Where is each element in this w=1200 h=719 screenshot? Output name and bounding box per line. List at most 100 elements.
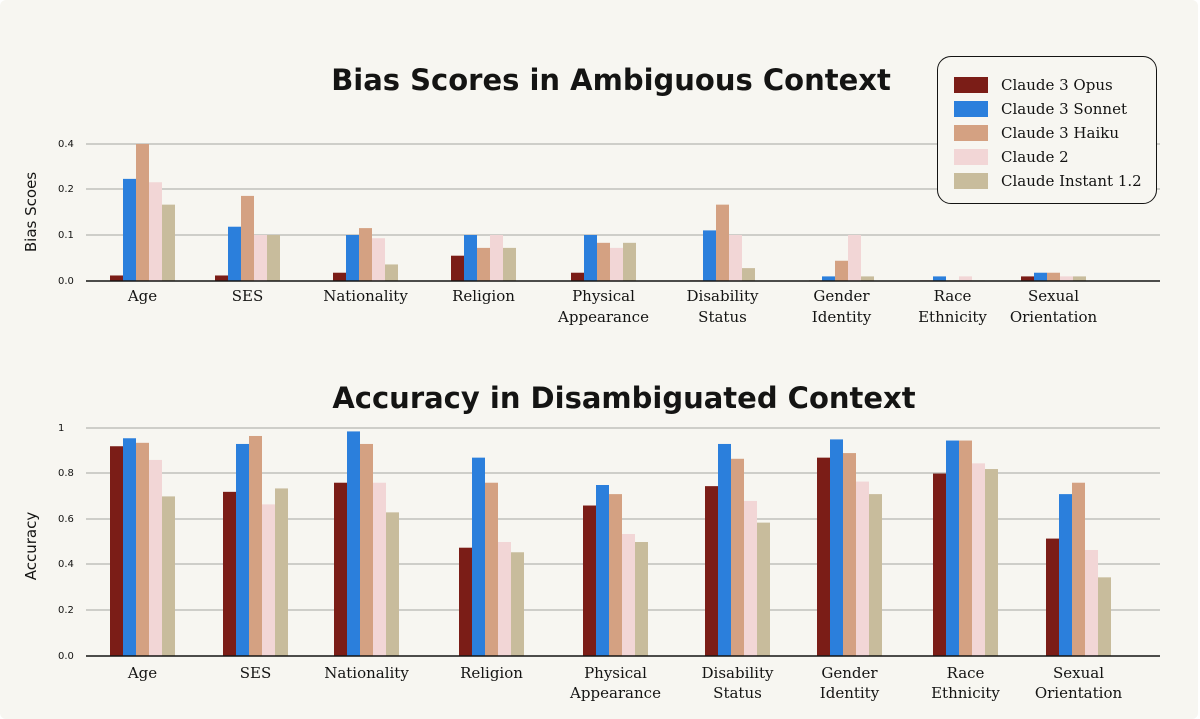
accuracy-y-tick-label: 0.4 bbox=[58, 559, 74, 570]
accuracy-bar bbox=[972, 463, 985, 656]
bias-bar bbox=[610, 247, 623, 281]
bias-y-tick-label: 0.4 bbox=[58, 139, 74, 150]
bias-bar bbox=[1021, 276, 1034, 281]
accuracy-bar bbox=[136, 442, 149, 656]
bias-bar bbox=[959, 276, 972, 281]
accuracy-category-label: Sexual bbox=[1053, 664, 1104, 682]
accuracy-y-tick-label: 0.6 bbox=[58, 514, 74, 525]
legend-item-claude-instant-1-2: Claude Instant 1.2 bbox=[954, 169, 1156, 193]
accuracy-bar bbox=[1098, 577, 1111, 656]
accuracy-bar bbox=[869, 494, 882, 656]
accuracy-bar bbox=[162, 496, 175, 656]
accuracy-y-tick-label: 0.0 bbox=[58, 651, 74, 662]
bias-bar bbox=[215, 275, 228, 281]
accuracy-bar bbox=[635, 542, 648, 656]
bias-bar bbox=[861, 276, 874, 281]
accuracy-bar bbox=[110, 446, 123, 656]
bias-bar bbox=[1047, 272, 1060, 281]
bias-category-label: Nationality bbox=[323, 287, 408, 305]
accuracy-category-label: Orientation bbox=[1035, 684, 1123, 702]
legend-item-claude-3-sonnet: Claude 3 Sonnet bbox=[954, 97, 1156, 121]
bias-category-label: Status bbox=[698, 308, 747, 326]
legend-item-claude-3-haiku: Claude 3 Haiku bbox=[954, 121, 1156, 145]
accuracy-bar bbox=[757, 522, 770, 656]
bias-bar bbox=[110, 275, 123, 281]
bias-category-label: Age bbox=[127, 287, 157, 305]
bias-bar bbox=[228, 226, 241, 281]
accuracy-bar bbox=[1085, 549, 1098, 656]
accuracy-bar bbox=[347, 431, 360, 656]
bias-bar bbox=[464, 235, 477, 281]
legend-item-claude-2: Claude 2 bbox=[954, 145, 1156, 169]
accuracy-bar bbox=[596, 485, 609, 656]
y-axis-label-bias: Bias Scoes bbox=[22, 172, 40, 252]
accuracy-bar bbox=[334, 482, 347, 656]
bias-category-label: Ethnicity bbox=[918, 308, 987, 326]
bias-bar bbox=[835, 260, 848, 281]
legend-swatch bbox=[954, 149, 988, 165]
accuracy-bar bbox=[731, 458, 744, 656]
accuracy-category-label: Religion bbox=[460, 664, 523, 682]
legend-label: Claude 3 Sonnet bbox=[1001, 100, 1127, 118]
accuracy-category-label: Disability bbox=[702, 664, 774, 682]
bias-y-tick-label: 0.1 bbox=[58, 230, 74, 241]
bias-bar bbox=[490, 235, 503, 281]
accuracy-category-label: Gender bbox=[821, 664, 878, 682]
accuracy-bar bbox=[946, 440, 959, 656]
bias-bar bbox=[848, 235, 861, 281]
accuracy-category-label: Status bbox=[713, 684, 762, 702]
accuracy-bar bbox=[718, 443, 731, 656]
accuracy-bar bbox=[485, 482, 498, 656]
bias-bar bbox=[1073, 276, 1086, 281]
accuracy-category-label: Ethnicity bbox=[931, 684, 1000, 702]
bias-bar bbox=[372, 238, 385, 281]
accuracy-bar bbox=[985, 469, 998, 656]
bias-category-label: SES bbox=[232, 287, 264, 305]
chart-title-accuracy: Accuracy in Disambiguated Context bbox=[332, 381, 915, 415]
bias-bar bbox=[359, 228, 372, 281]
bias-bar bbox=[1060, 276, 1073, 281]
legend-label: Claude Instant 1.2 bbox=[1001, 172, 1142, 190]
accuracy-bar bbox=[843, 453, 856, 656]
bias-bar bbox=[597, 242, 610, 281]
bias-bar bbox=[162, 204, 175, 281]
accuracy-bar bbox=[622, 534, 635, 656]
bias-category-label: Physical bbox=[572, 287, 635, 305]
accuracy-bar bbox=[856, 481, 869, 656]
accuracy-bar bbox=[360, 443, 373, 656]
accuracy-bar bbox=[744, 500, 757, 656]
bias-bar bbox=[267, 235, 280, 281]
legend-label: Claude 2 bbox=[1001, 148, 1069, 166]
bias-bar bbox=[333, 272, 346, 281]
accuracy-bar bbox=[511, 552, 524, 656]
bias-bar bbox=[451, 255, 464, 281]
legend-label: Claude 3 Haiku bbox=[1001, 124, 1120, 142]
accuracy-bar bbox=[472, 457, 485, 656]
accuracy-category-label: Physical bbox=[584, 664, 647, 682]
chart-title-bias: Bias Scores in Ambiguous Context bbox=[331, 63, 891, 97]
bias-category-label: Identity bbox=[812, 308, 872, 326]
accuracy-y-tick-label: 0.8 bbox=[58, 468, 74, 479]
legend-swatch bbox=[954, 77, 988, 93]
accuracy-bar bbox=[1046, 538, 1059, 656]
legend-swatch bbox=[954, 173, 988, 189]
legend: Claude 3 Opus Claude 3 Sonnet Claude 3 H… bbox=[937, 56, 1157, 204]
accuracy-bar bbox=[705, 486, 718, 656]
bias-category-label: Religion bbox=[452, 287, 515, 305]
accuracy-category-label: Appearance bbox=[569, 684, 661, 702]
bias-bar bbox=[822, 276, 835, 281]
bias-bar bbox=[571, 272, 584, 281]
accuracy-bar bbox=[459, 547, 472, 656]
bias-category-label: Sexual bbox=[1028, 287, 1079, 305]
accuracy-bar bbox=[959, 440, 972, 656]
bias-bar bbox=[346, 235, 359, 281]
bias-bar bbox=[241, 195, 254, 281]
accuracy-bar bbox=[1072, 482, 1085, 656]
bias-bar bbox=[136, 144, 149, 281]
accuracy-category-label: SES bbox=[240, 664, 272, 682]
bias-category-label: Appearance bbox=[557, 308, 649, 326]
accuracy-bar bbox=[386, 512, 399, 656]
accuracy-bar bbox=[149, 459, 162, 656]
accuracy-category-label: Race bbox=[947, 664, 985, 682]
